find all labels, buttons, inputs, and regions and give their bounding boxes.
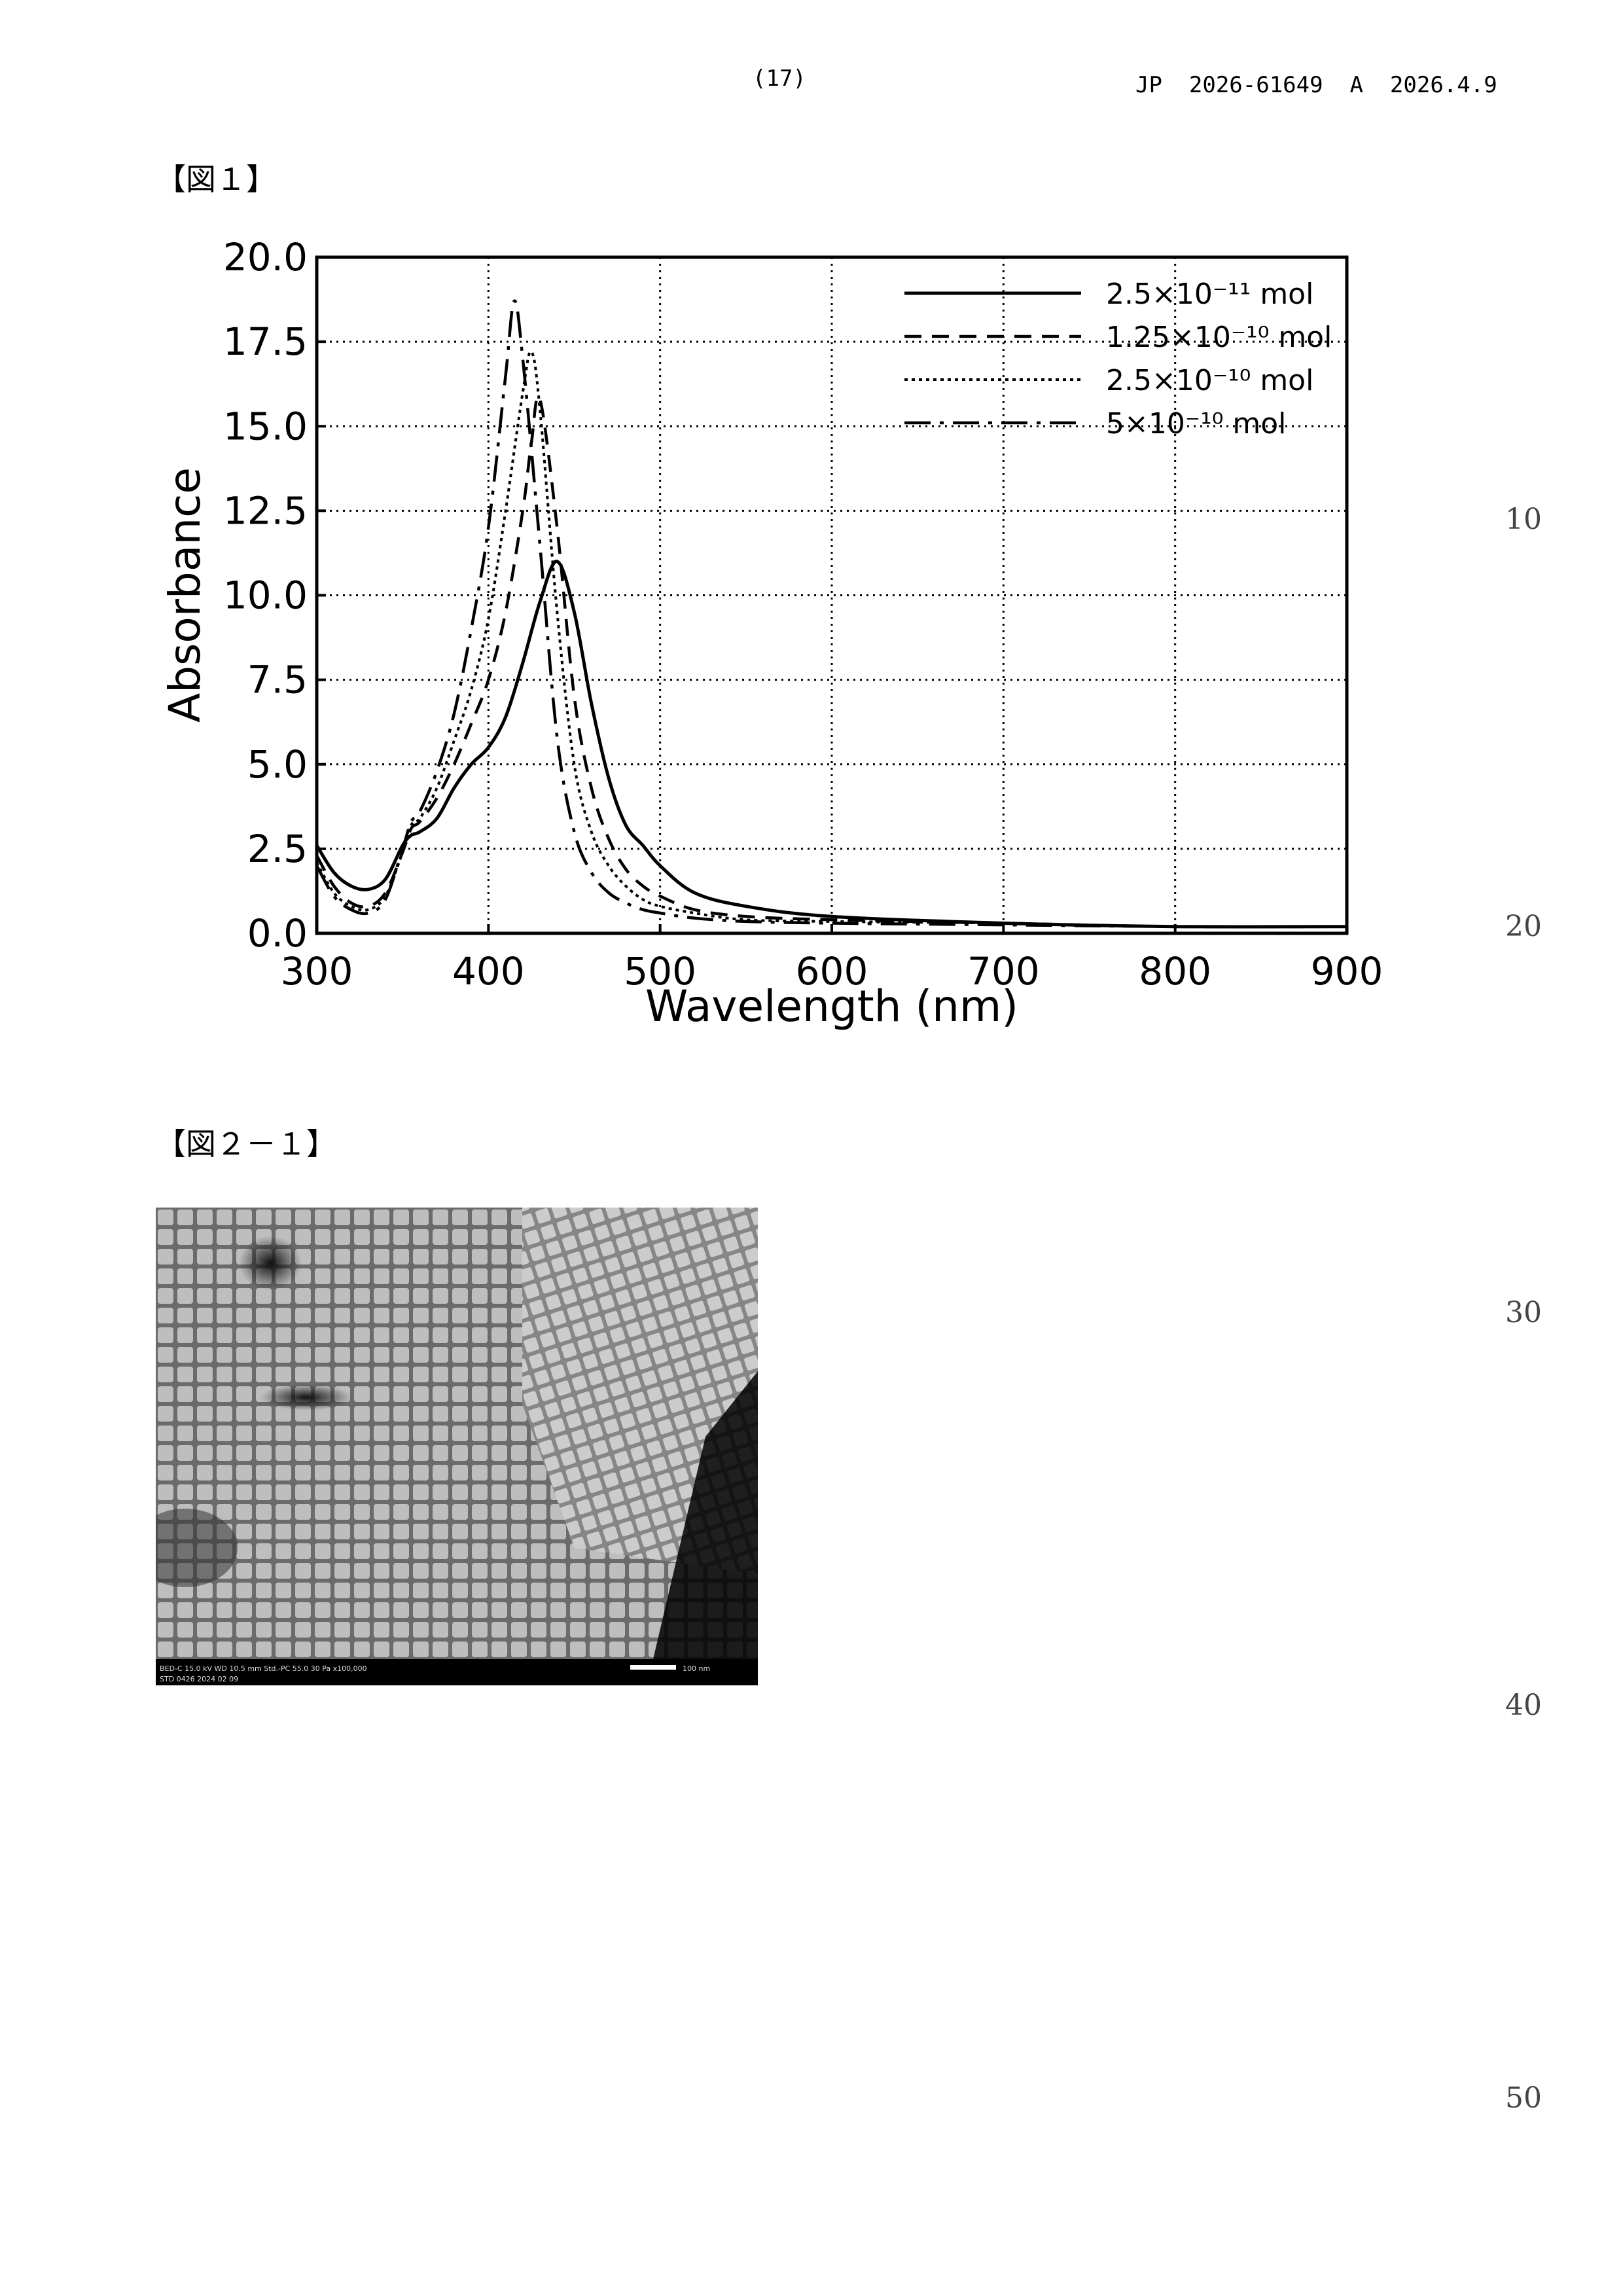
x-tick-label: 500 bbox=[624, 949, 696, 994]
y-tick-label: 2.5 bbox=[247, 827, 308, 871]
x-axis-label: Wavelength (nm) bbox=[645, 981, 1018, 1031]
line-number-30: 30 bbox=[1505, 1296, 1542, 1329]
legend-entry: 2.5×10⁻¹⁰ mol bbox=[1106, 364, 1313, 397]
line-number-20: 20 bbox=[1505, 910, 1542, 943]
x-tick-label: 400 bbox=[452, 949, 525, 994]
y-tick-label: 15.0 bbox=[223, 404, 308, 448]
y-tick-label: 17.5 bbox=[223, 319, 308, 364]
y-tick-label: 7.5 bbox=[247, 658, 308, 702]
y-tick-label: 5.0 bbox=[247, 742, 308, 787]
line-number-50: 50 bbox=[1505, 2081, 1542, 2115]
publication-number: JP 2026-61649 A 2026.4.9 bbox=[1135, 72, 1497, 98]
x-tick-label: 700 bbox=[967, 949, 1040, 994]
x-tick-label: 300 bbox=[281, 949, 353, 994]
legend-entry: 2.5×10⁻¹¹ mol bbox=[1106, 278, 1313, 311]
series-line-1 bbox=[317, 560, 1347, 929]
legend-entry: 5×10⁻¹⁰ mol bbox=[1106, 407, 1286, 440]
x-tick-label: 900 bbox=[1311, 949, 1383, 994]
chart-legend: 2.5×10⁻¹¹ mol 1.25×10⁻¹⁰ mol 2.5×10⁻¹⁰ mol… bbox=[904, 278, 1332, 440]
y-axis-label: Absorbance bbox=[160, 467, 210, 723]
x-tick-labels: 300 400 500 600 700 800 900 bbox=[281, 949, 1383, 994]
legend-entry: 1.25×10⁻¹⁰ mol bbox=[1106, 321, 1332, 354]
sem-micrograph: BED-C 15.0 kV WD 10.5 mm Std.-PC 55.0 30… bbox=[156, 1208, 758, 1685]
line-number-10: 10 bbox=[1505, 503, 1542, 536]
y-tick-label: 12.5 bbox=[223, 488, 308, 533]
absorbance-chart: 300 400 500 600 700 800 900 0.0 2.5 5.0 7.5 10.0 12… bbox=[160, 235, 1383, 1031]
x-tick-label: 600 bbox=[796, 949, 868, 994]
y-tick-label: 20.0 bbox=[223, 235, 308, 279]
sem-scale-label: 100 nm bbox=[683, 1664, 710, 1673]
y-tick-label: 0.0 bbox=[247, 911, 308, 956]
y-tick-label: 10.0 bbox=[223, 573, 308, 618]
chart-ticks bbox=[315, 256, 1348, 935]
line-number-40: 40 bbox=[1505, 1689, 1542, 1722]
y-tick-labels: 0.0 2.5 5.0 7.5 10.0 12.5 15.0 17.5 20.0 bbox=[223, 235, 308, 956]
sem-scale-bar bbox=[630, 1665, 676, 1670]
series-line-3 bbox=[317, 350, 1347, 929]
series-line-4 bbox=[317, 299, 1347, 929]
x-tick-label: 800 bbox=[1139, 949, 1211, 994]
chart-series bbox=[317, 299, 1347, 929]
figure-1-label: 【図１】 bbox=[156, 162, 276, 197]
chart-frame bbox=[315, 255, 1349, 935]
figure-2-1-label: 【図２－１】 bbox=[156, 1126, 336, 1162]
sem-info-line-1: BED-C 15.0 kV WD 10.5 mm Std.-PC 55.0 30… bbox=[160, 1664, 367, 1673]
chart-grid bbox=[317, 257, 1347, 933]
sem-info-line-2: STD 0426 2024 02 09 bbox=[160, 1675, 238, 1683]
page-number: (17) bbox=[753, 65, 806, 92]
